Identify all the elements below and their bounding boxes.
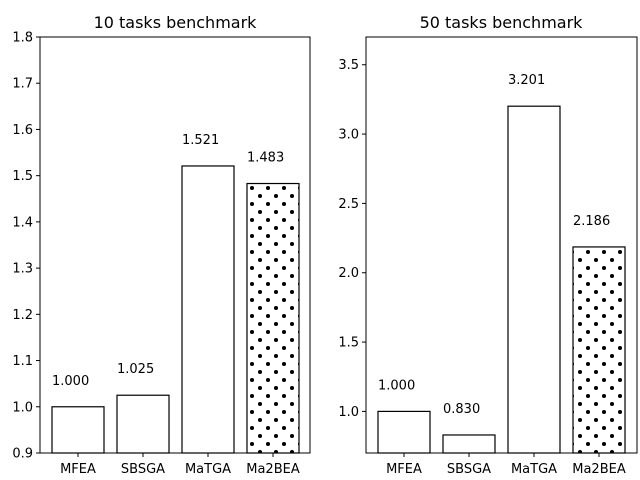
data-label-group: 1.000 0.830 3.201 2.186 (378, 73, 610, 417)
y-tick-label: 1.7 (12, 77, 33, 92)
x-tick-label-ma2bea: Ma2BEA (572, 462, 626, 477)
bar-group (51, 165, 300, 454)
x-axis: MFEA SBSGA MaTGA Ma2BEA (60, 453, 300, 477)
bar-ma2bea (572, 246, 626, 454)
y-axis: 1.0 1.5 2.0 2.5 3.0 3.5 (338, 58, 366, 420)
data-label-matga: 3.201 (508, 73, 545, 88)
data-label-sbsga: 1.025 (117, 362, 154, 377)
bar-mfea (51, 406, 105, 454)
y-tick-label: 2.5 (338, 197, 359, 212)
x-tick-label-sbsga: SBSGA (447, 462, 491, 477)
data-label-mfea: 1.000 (52, 374, 89, 389)
axes-frame (39, 36, 311, 454)
bar-ma2bea (246, 182, 300, 454)
y-tick-label: 1.6 (12, 123, 33, 138)
data-label-matga: 1.521 (182, 133, 219, 148)
y-tick-label: 1.5 (12, 169, 33, 184)
y-tick-label: 2.0 (338, 266, 359, 281)
axes-frame (365, 36, 638, 454)
y-tick-label: 1.0 (12, 400, 33, 415)
x-tick-label-ma2bea: Ma2BEA (246, 462, 300, 477)
x-axis: MFEA SBSGA MaTGA Ma2BEA (386, 453, 626, 477)
x-tick-label-matga: MaTGA (511, 462, 557, 477)
bar-sbsga (116, 394, 170, 454)
chart-panel-10-tasks: 10 tasks benchmark 1.0001.0251.5211.483 … (12, 13, 311, 477)
data-label-ma2bea: 2.186 (573, 214, 610, 229)
y-tick-label: 1.5 (338, 336, 359, 351)
y-tick-label: 0.9 (12, 447, 33, 462)
bar-group (377, 105, 626, 454)
y-tick-label: 1.2 (12, 308, 33, 323)
y-tick-label: 1.3 (12, 262, 33, 277)
x-tick-label-mfea: MFEA (386, 462, 422, 477)
y-tick-label: 1.0 (338, 405, 359, 420)
y-tick-label: 1.4 (12, 215, 33, 230)
y-tick-label: 3.0 (338, 128, 359, 143)
data-label-ma2bea: 1.483 (247, 151, 284, 166)
chart-title: 50 tasks benchmark (420, 13, 584, 32)
y-tick-label: 1.8 (12, 31, 33, 46)
y-axis: 0.9 1.0 1.1 1.2 1.3 1.4 1.5 1.6 1.7 1.8 (12, 31, 40, 462)
bar-mfea (377, 410, 431, 454)
chart-panel-50-tasks: 50 tasks benchmark 1.0000.8303.2012.186 … (338, 13, 638, 477)
data-label-mfea: 1.000 (378, 378, 415, 393)
bar-matga (507, 105, 561, 454)
y-tick-label: 1.1 (12, 354, 33, 369)
x-tick-label-matga: MaTGA (185, 462, 231, 477)
bar-sbsga (442, 434, 496, 454)
x-tick-label-mfea: MFEA (60, 462, 96, 477)
chart-title: 10 tasks benchmark (94, 13, 258, 32)
x-tick-label-sbsga: SBSGA (121, 462, 165, 477)
y-tick-label: 3.5 (338, 58, 359, 73)
data-label-sbsga: 0.830 (443, 402, 480, 417)
data-label-group: 1.000 1.025 1.521 1.483 (52, 133, 284, 389)
bar-matga (181, 165, 235, 454)
